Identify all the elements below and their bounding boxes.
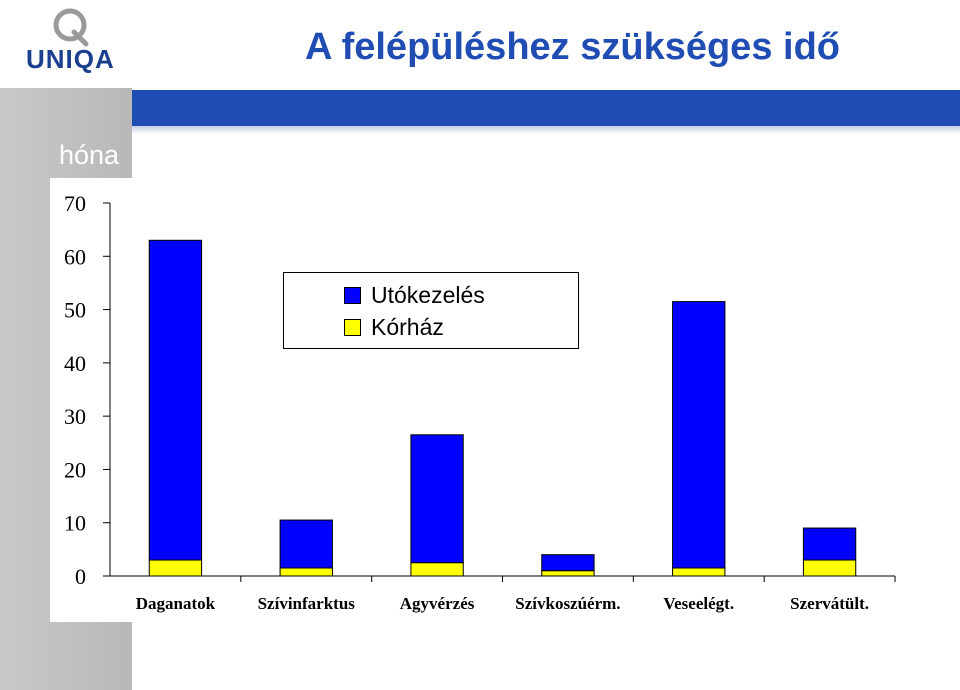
y-tick-label: 30 (64, 404, 86, 429)
x-tick-label: Daganatok (136, 594, 216, 613)
x-tick-label: Agyvérzés (400, 594, 475, 613)
uniqa-logo-icon (53, 8, 89, 47)
logo-text: UNIQA (26, 44, 115, 74)
bar-korhaz (279, 567, 333, 577)
legend-label-utokezeles: Utókezelés (371, 281, 485, 308)
bar-korhaz (672, 567, 726, 577)
y-tick-label: 50 (64, 298, 86, 323)
legend-swatch-utokezeles (344, 286, 361, 304)
legend-swatch-korhaz (344, 318, 361, 336)
y-tick-label: 70 (64, 191, 86, 216)
x-tick-label: Szívinfarktus (258, 594, 356, 613)
x-tick-label: Szívkoszúérm. (515, 594, 620, 613)
bar-korhaz (148, 559, 203, 577)
bar-korhaz (541, 570, 595, 577)
y-tick-label: 20 (64, 457, 86, 482)
bar-utokezeles (148, 239, 203, 561)
bar-utokezeles (279, 519, 333, 569)
bar-korhaz (802, 559, 857, 577)
header-blue-band (132, 90, 960, 126)
bar-utokezeles (541, 554, 595, 572)
x-tick-label: Szervátült. (790, 594, 869, 613)
y-tick-label: 60 (64, 244, 86, 269)
legend-label-korhaz: Kórház (371, 313, 444, 340)
y-tick-label: 10 (64, 511, 86, 536)
legend-entry-utokezeles: Utókezelés (344, 282, 485, 308)
y-tick-label: 40 (64, 351, 86, 376)
bar-utokezeles (802, 527, 857, 561)
legend-entry-korhaz: Kórház (344, 314, 444, 340)
bar-korhaz (410, 562, 464, 577)
x-tick-label: Veseelégt. (663, 594, 734, 613)
bar-utokezeles (410, 434, 464, 564)
page-title: A felépüléshez szükséges idő (305, 26, 840, 68)
y-axis-label: hóna (59, 140, 120, 170)
y-tick-label: 0 (75, 564, 86, 589)
header-band-shadow (132, 126, 960, 134)
y-axis-panel (50, 178, 132, 622)
bar-utokezeles (672, 301, 726, 569)
chart-legend: Utókezelés Kórház (283, 272, 579, 349)
uniqa-logo (22, 4, 122, 74)
